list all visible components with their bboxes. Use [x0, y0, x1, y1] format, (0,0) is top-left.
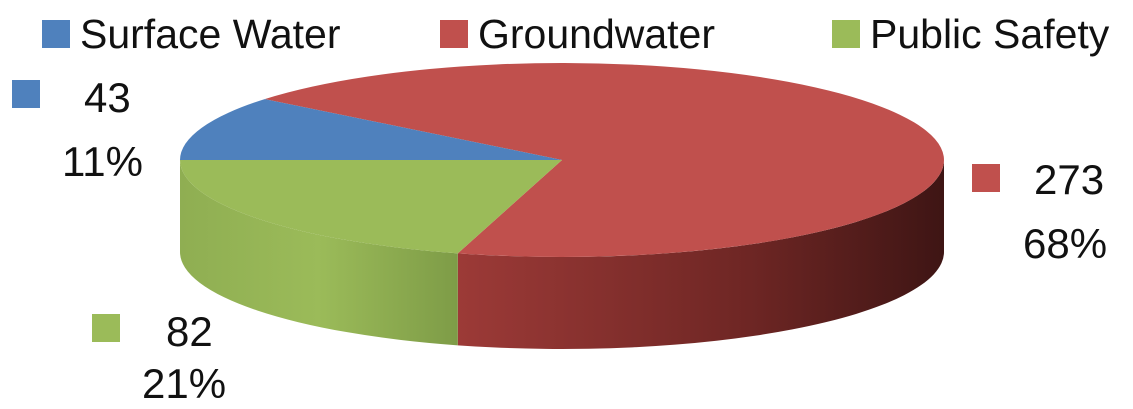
data-label-swatch [12, 80, 40, 108]
public-safety-slice-side [180, 160, 458, 346]
data-label-swatch [92, 314, 120, 342]
groundwater-slice-side [457, 160, 944, 349]
groundwater-slice [264, 62, 944, 257]
legend-label: Public Safety [870, 11, 1110, 57]
legend-label: Groundwater [478, 11, 716, 57]
legend-swatch-public-safety [832, 20, 860, 48]
legend-label: Surface Water [80, 11, 341, 57]
legend-item-public-safety: Public Safety [832, 8, 1109, 60]
pie-slices [180, 62, 944, 349]
legend-swatch-surface-water [42, 20, 70, 48]
data-label-percent: 11% [62, 138, 143, 185]
legend-item-surface-water: Surface Water [42, 8, 341, 60]
data-label-value: 43 [84, 74, 131, 121]
data-label-value: 82 [166, 308, 213, 355]
data-label-percent: 21% [142, 360, 227, 407]
surface-water-slice [180, 99, 562, 160]
data-label-value: 273 [1034, 156, 1105, 203]
public-safety-slice [180, 160, 562, 254]
chart-legend: Surface Water Groundwater Public Safety [0, 8, 1133, 60]
data-label-swatch [972, 164, 1000, 192]
legend-item-groundwater: Groundwater [440, 8, 715, 60]
legend-swatch-groundwater [440, 20, 468, 48]
data-label-percent: 68% [1023, 220, 1108, 267]
